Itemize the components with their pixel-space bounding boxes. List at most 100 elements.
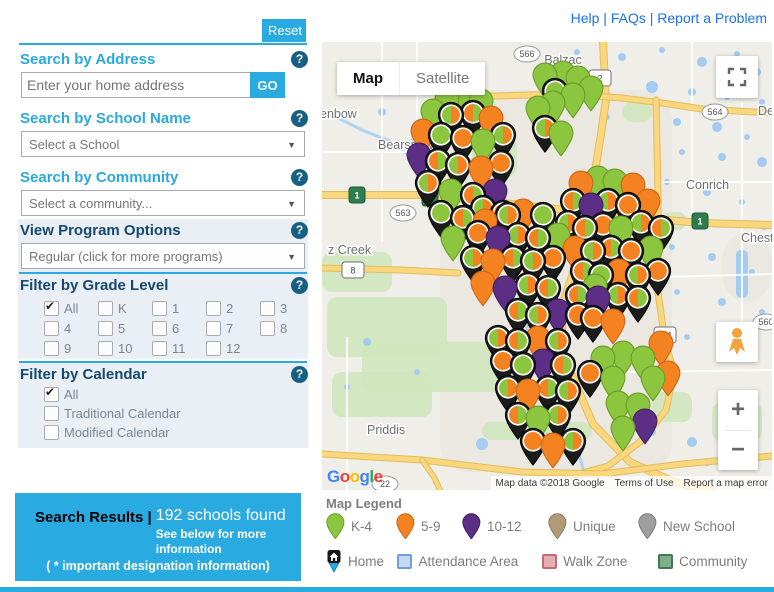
checkbox[interactable]	[98, 340, 113, 356]
school-pin[interactable]	[534, 374, 562, 413]
school-pin[interactable]	[470, 270, 496, 307]
grade-filter-8[interactable]: 8	[260, 318, 314, 338]
school-pin[interactable]	[600, 308, 626, 345]
school-pin[interactable]	[540, 432, 566, 469]
pegman-streetview-control[interactable]	[716, 322, 758, 362]
report-map-error-link[interactable]: Report a map error	[683, 477, 768, 489]
zoom-in-button[interactable]: +	[730, 395, 745, 423]
fullscreen-button[interactable]	[716, 56, 758, 98]
checkbox[interactable]	[152, 340, 167, 356]
map-legend: Map Legend K-4 5-9 10-12 Unique New School H…	[322, 492, 774, 585]
place-label: Conrich	[686, 178, 729, 192]
route-shield-566: 566	[513, 45, 541, 63]
grade-filter-10[interactable]: 10	[98, 338, 152, 358]
checkbox[interactable]	[44, 320, 59, 336]
community-select[interactable]: Select a community... ▼	[21, 190, 305, 216]
top-link-report-a-problem[interactable]: Report a Problem	[657, 10, 767, 26]
help-question-icon[interactable]: ?	[291, 169, 308, 186]
place-label: Priddis	[367, 423, 405, 437]
checkbox-label: 9	[64, 340, 72, 356]
go-button[interactable]: GO	[250, 72, 285, 98]
legend-label: Unique	[573, 518, 616, 534]
school-pin[interactable]	[610, 415, 636, 452]
zoom-out-button[interactable]: −	[730, 436, 745, 464]
help-question-icon[interactable]: ?	[291, 277, 308, 294]
grade-filter-6[interactable]: 6	[152, 318, 206, 338]
svg-text:8: 8	[350, 266, 355, 276]
grade-filter-5[interactable]: 5	[98, 318, 152, 338]
top-link-help[interactable]: Help	[570, 10, 600, 26]
school-pin[interactable]	[544, 401, 572, 440]
help-question-icon[interactable]: ?	[291, 51, 308, 68]
checkbox[interactable]	[44, 406, 59, 421]
map-legend-title: Map Legend	[326, 496, 402, 511]
top-link-faqs[interactable]: FAQs	[610, 10, 646, 26]
program-select[interactable]: Regular (click for more programs) ▼	[21, 243, 305, 269]
school-pin[interactable]	[440, 225, 466, 262]
checkbox[interactable]	[260, 320, 275, 336]
reset-button[interactable]: Reset	[262, 19, 306, 42]
checkbox-checked[interactable]	[44, 385, 59, 402]
school-pin[interactable]	[548, 120, 574, 157]
school-pin-icon	[326, 513, 345, 539]
school-pin[interactable]	[644, 257, 672, 296]
checkbox[interactable]	[44, 425, 59, 440]
school-pin[interactable]	[576, 359, 604, 398]
checkbox-label: All	[64, 387, 79, 402]
grade-filter-1[interactable]: 1	[152, 298, 206, 318]
help-question-icon[interactable]: ?	[291, 110, 308, 127]
grade-filter-11[interactable]: 11	[152, 338, 206, 358]
checkbox[interactable]	[206, 320, 221, 336]
checkbox[interactable]	[206, 340, 221, 356]
grade-filter-3[interactable]: 3	[260, 298, 314, 318]
calendar-filter-modified-calendar[interactable]: Modified Calendar	[44, 425, 181, 440]
calendar-filter-all[interactable]: All	[44, 385, 181, 402]
map-view-button[interactable]: Map	[353, 70, 383, 87]
legend-label: 10-12	[487, 518, 522, 534]
school-pin[interactable]	[519, 427, 547, 466]
checkbox[interactable]	[44, 340, 59, 356]
checkbox[interactable]	[152, 300, 167, 316]
checkbox-label: 3	[280, 300, 288, 316]
address-search-input[interactable]	[21, 72, 253, 98]
checkbox[interactable]	[98, 300, 113, 316]
school-pin[interactable]	[519, 247, 547, 286]
legend-label: Attendance Area	[418, 553, 519, 569]
legend-item-5-9: 5-9	[396, 513, 462, 539]
school-pin[interactable]	[560, 82, 586, 119]
google-logo[interactable]: Google	[327, 467, 383, 487]
checkbox[interactable]	[152, 320, 167, 336]
satellite-view-button[interactable]: Satellite	[399, 62, 485, 95]
school-select[interactable]: Select a School ▼	[21, 131, 305, 157]
checkbox[interactable]	[260, 300, 275, 316]
school-pin[interactable]	[632, 408, 658, 445]
grade-filter-9[interactable]: 9	[44, 338, 98, 358]
checkbox-checked[interactable]	[44, 299, 59, 316]
school-pin[interactable]	[579, 304, 607, 343]
school-pin[interactable]	[624, 284, 652, 323]
grade-filter-k[interactable]: K	[98, 298, 152, 318]
help-question-icon[interactable]: ?	[291, 366, 308, 383]
school-pin[interactable]	[531, 114, 559, 153]
school-pin[interactable]	[559, 427, 587, 466]
grade-filter-4[interactable]: 4	[44, 318, 98, 338]
grade-filter-all[interactable]: All	[44, 298, 98, 318]
school-pin[interactable]	[640, 365, 666, 402]
checkbox[interactable]	[206, 300, 221, 316]
school-pin[interactable]	[539, 244, 567, 283]
school-pin[interactable]	[414, 169, 442, 208]
grade-filter-2[interactable]: 2	[206, 298, 260, 318]
map-data-text: Map data ©2018 Google	[495, 477, 605, 489]
checkbox[interactable]	[98, 320, 113, 336]
terms-of-use-link[interactable]: Terms of Use	[614, 477, 674, 489]
map-canvas[interactable]: 5662564115631820156022BalzacenbowBearspa…	[322, 42, 772, 490]
school-pin[interactable]	[509, 351, 537, 390]
school-pin[interactable]	[578, 75, 604, 112]
help-question-icon[interactable]: ?	[291, 222, 308, 239]
school-pin[interactable]	[427, 199, 455, 238]
calendar-filter-traditional-calendar[interactable]: Traditional Calendar	[44, 406, 181, 421]
school-pin[interactable]	[487, 149, 515, 188]
home-icon	[327, 550, 341, 573]
grade-filter-7[interactable]: 7	[206, 318, 260, 338]
grade-filter-12[interactable]: 12	[206, 338, 260, 358]
